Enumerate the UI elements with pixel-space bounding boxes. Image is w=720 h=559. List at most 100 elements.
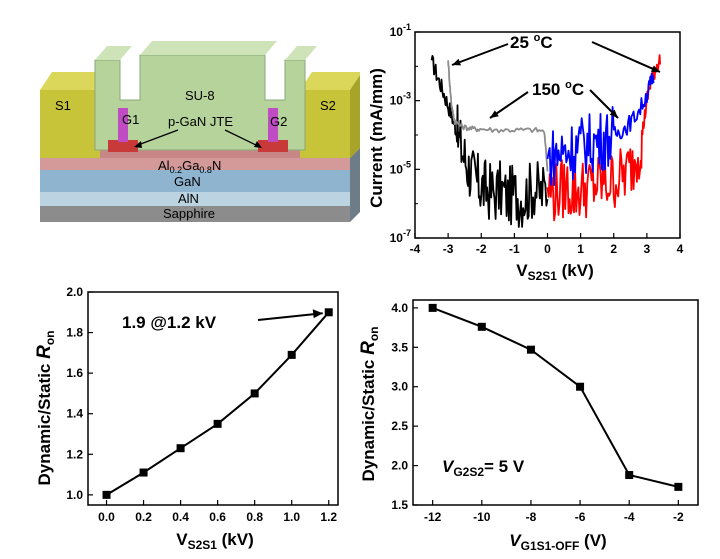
pgan-region-left (108, 140, 138, 152)
breakdown-x-axis-label: VS2S1 (kV) (516, 261, 594, 280)
x-tick-label: -12 (424, 510, 442, 524)
data-marker (287, 350, 296, 359)
data-line (432, 306, 679, 488)
arrow-150c-right-head (609, 109, 618, 118)
ron-vds-x-axis-label: VS2S1 (kV) (176, 530, 254, 552)
data-line (105, 311, 330, 496)
y-tick-label: 1.6 (66, 366, 83, 380)
sapphire-label: Sapphire (163, 206, 215, 221)
ron-vds-y-axis-label: Dynamic/Static Ron (34, 330, 57, 485)
jte-arrow-left (137, 129, 179, 146)
x-tick-label: -8 (526, 510, 537, 524)
data-marker (324, 308, 333, 317)
x-tick-label: 1.2 (320, 510, 337, 524)
ron-vgs-annotation: VG2S2= 5 V (442, 457, 525, 479)
su8-label: SU-8 (185, 88, 215, 103)
breakdown-x-tick-label: -2 (476, 242, 487, 256)
data-marker (625, 471, 634, 480)
y-tick-label: 1.8 (66, 326, 83, 340)
ron-vds-annotation: 1.9 @1.2 kV (122, 313, 217, 332)
data-marker (576, 382, 585, 391)
jte-arrow-right (224, 129, 259, 147)
breakdown-x-tick-label: -4 (410, 242, 421, 256)
data-marker (428, 303, 437, 312)
y-tick-label: 1.4 (66, 407, 83, 421)
y-tick-label: 1.0 (66, 488, 83, 502)
x-tick-label: -2 (673, 510, 684, 524)
jte-label: p-GaN JTE (168, 114, 233, 129)
arrow-150c-left-head (490, 110, 499, 118)
y-tick-label: 3.0 (391, 380, 408, 394)
ron-vgs-y-axis-label: Dynamic/Static Ron (360, 326, 381, 481)
plot-frame (412, 299, 699, 506)
ron-vs-vgs-chart: -12 -10 -8 -6 -4 -2 1.5 2.0 2.5 3.0 3.5 4.0 Dynamic… (360, 299, 699, 553)
s2-label: S2 (320, 98, 336, 113)
ron-vgs-x-axis-label: VG1S1-OFF (V) (509, 531, 606, 553)
breakdown-x-tick-label: 2 (610, 242, 617, 256)
arrow-25c-left (451, 43, 509, 66)
data-marker (102, 490, 111, 499)
breakdown-iv-chart: -4 -3 -2 -1 0 1 2 3 4 10-1 10-3 10-5 10-7 Current (m… (367, 22, 684, 280)
y-tick-label: 2.0 (391, 459, 408, 473)
breakdown-x-tick-label: 1 (577, 242, 584, 256)
ron-vs-vds-chart: 0.0 0.2 0.4 0.6 0.8 1.0 1.21.01.21.41.61.82.0 … (34, 285, 339, 552)
x-tick-label: -10 (473, 510, 491, 524)
arrow-25c-right (591, 41, 661, 73)
x-tick-label: 0.8 (246, 510, 263, 524)
breakdown-y-tick-label: 10-5 (390, 159, 411, 176)
annotation-25c: 25 oC (510, 32, 553, 52)
annotation-arrow-head (312, 309, 323, 319)
breakdown-x-tick-label: -1 (509, 242, 520, 256)
breakdown-x-tick-label: 3 (644, 242, 651, 256)
g1-label: G1 (122, 112, 139, 127)
breakdown-x-tick-label: -3 (443, 242, 454, 256)
gan-layer (40, 170, 350, 192)
gan-label: GaN (174, 174, 201, 189)
y-tick-label: 1.5 (391, 498, 408, 512)
y-tick-label: 1.2 (66, 447, 83, 461)
algan-layer (40, 158, 350, 170)
ron-vgs-plot-area: -12 -10 -8 -6 -4 -2 1.5 2.0 2.5 3.0 3.5 4.0 (391, 299, 699, 524)
breakdown-y-tick-label: 10-7 (390, 228, 411, 245)
g2-gate (268, 108, 278, 142)
data-marker (250, 389, 259, 398)
breakdown-x-tick-label: 4 (677, 242, 684, 256)
sapphire-layer (40, 206, 350, 222)
breakdown-x-tick-label: 0 (544, 242, 551, 256)
data-marker (139, 468, 148, 477)
y-tick-label: 2.0 (66, 285, 83, 299)
aln-label: AlN (178, 191, 199, 206)
y-tick-label: 2.5 (391, 419, 408, 433)
breakdown-y-tick-label: 10-1 (390, 22, 411, 39)
x-tick-label: 1.0 (283, 510, 300, 524)
breakdown-series-line (430, 55, 549, 228)
algan-label: Al0.2Ga0.8N (158, 158, 221, 175)
s2-electrode (300, 90, 350, 158)
annotation-arrow (257, 312, 323, 321)
breakdown-series-line (447, 60, 549, 172)
aln-layer (40, 192, 350, 206)
x-tick-label: -4 (624, 510, 635, 524)
data-marker (674, 482, 683, 491)
data-marker (213, 419, 222, 428)
pgan-region-right (258, 140, 288, 152)
s1-label: S1 (55, 98, 71, 113)
data-marker (477, 322, 486, 331)
y-tick-label: 4.0 (391, 301, 408, 315)
x-tick-label: 0.6 (209, 510, 226, 524)
x-tick-label: 0.2 (135, 510, 152, 524)
arrow-25c-left-head (452, 58, 461, 66)
ron-vds-plot-area: 0.0 0.2 0.4 0.6 0.8 1.0 1.2 1.0 1.2 1.4 1.6 1.8 2.0 (66, 285, 339, 524)
s1-electrode (40, 90, 100, 158)
x-tick-label: -6 (575, 510, 586, 524)
g1-gate (118, 108, 128, 142)
data-marker (526, 345, 535, 354)
y-tick-label: 3.5 (391, 340, 408, 354)
plot-frame (87, 291, 339, 506)
annotation-150c: 150 oC (532, 79, 584, 99)
breakdown-plot-area: -4 -3 -2 -1 0 1 2 3 4 10-1 10-3 10-5 10-7 (390, 22, 684, 256)
arrow-25c-right-head (651, 65, 660, 72)
data-marker (176, 444, 185, 453)
su8-passivation (94, 54, 306, 151)
x-tick-label: 0.0 (98, 510, 115, 524)
